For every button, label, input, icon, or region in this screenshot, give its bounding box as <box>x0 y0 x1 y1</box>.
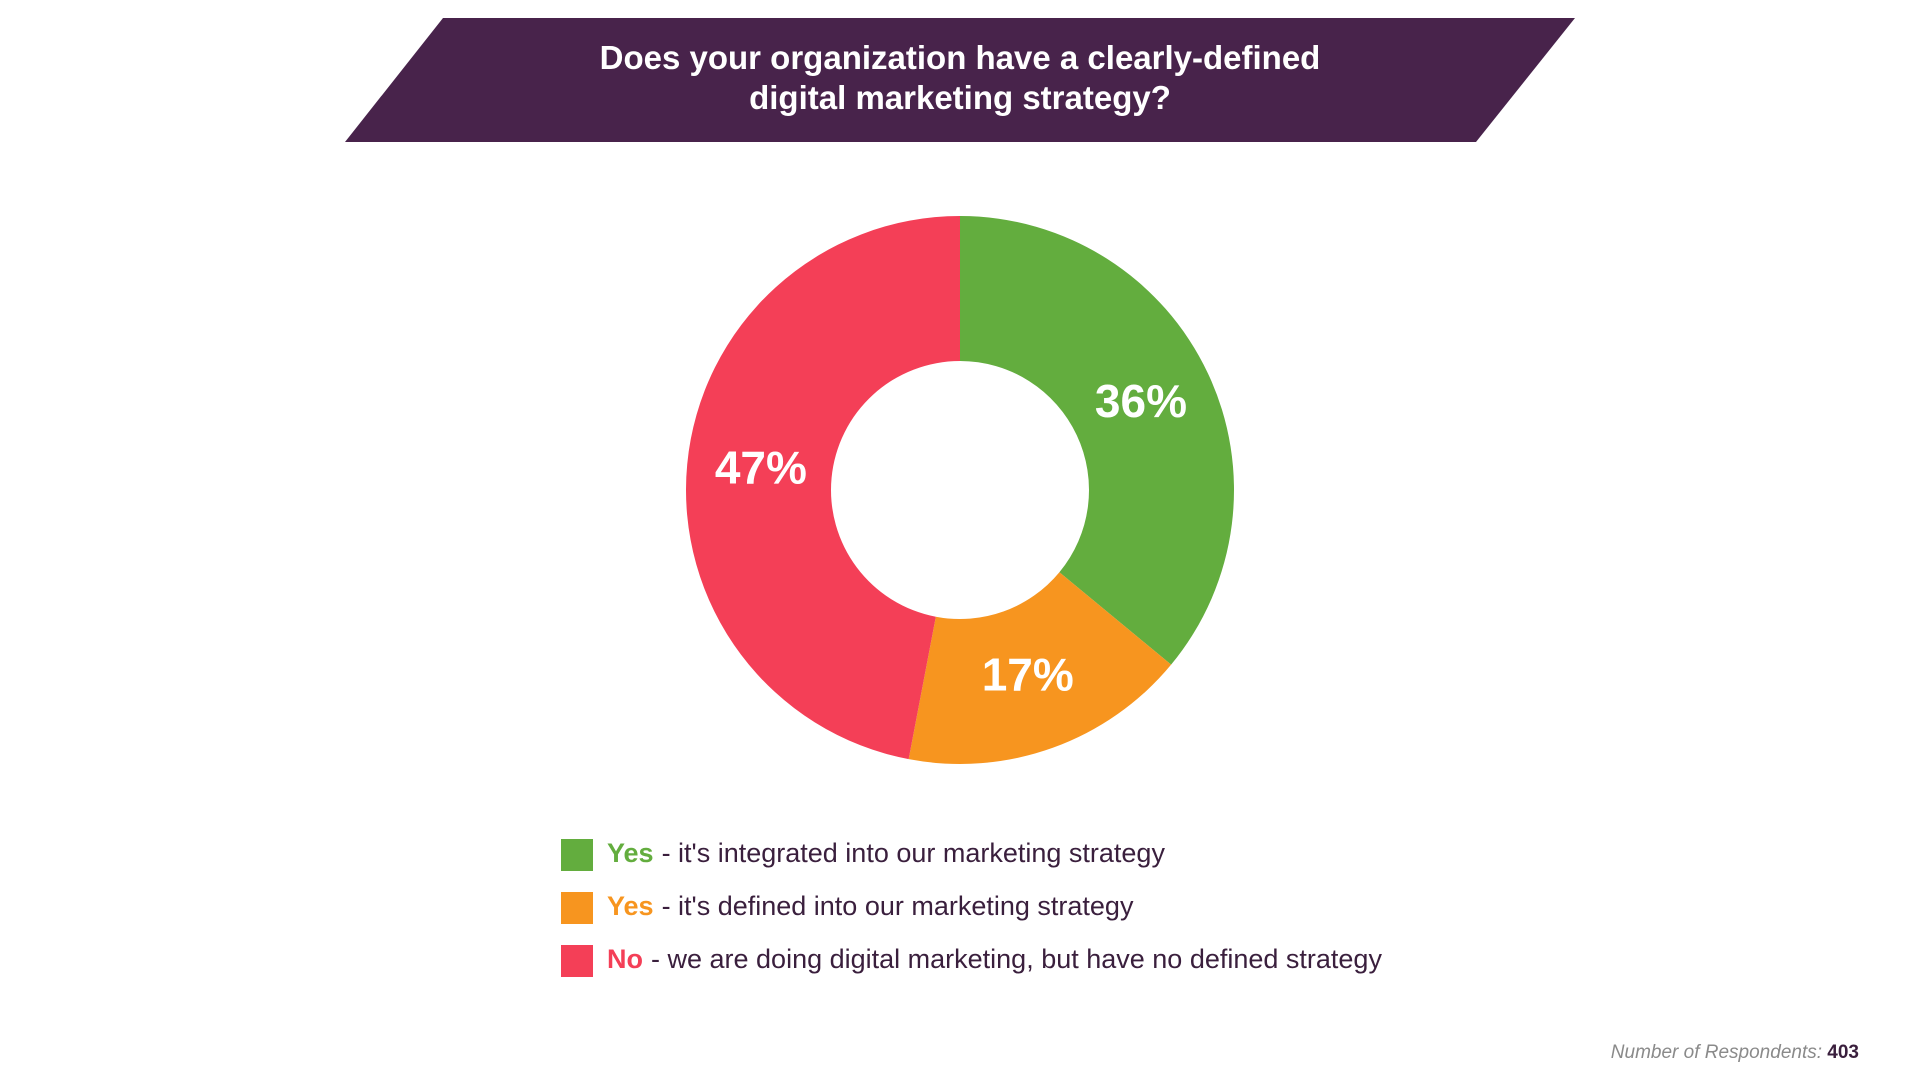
respondents: Number of Respondents: 403 <box>1611 1042 1859 1063</box>
legend-swatch <box>561 892 593 924</box>
respondents-value: 403 <box>1827 1042 1859 1063</box>
chart-title: Does your organization have a clearly-de… <box>599 39 1321 116</box>
legend-label: Yes <box>607 891 654 921</box>
title-banner <box>345 18 1575 142</box>
donut-slice <box>686 216 960 760</box>
value-label: 17% <box>982 648 1074 700</box>
legend-label: Yes <box>607 838 654 868</box>
value-label: 36% <box>1095 375 1187 427</box>
legend-description: - it's defined into our marketing strate… <box>662 891 1134 921</box>
legend-entry: Yes - it's defined into our marketing str… <box>607 891 1134 921</box>
legend-entry: No - we are doing digital marketing, but … <box>607 944 1382 974</box>
legend-description: - we are doing digital marketing, but ha… <box>651 944 1382 974</box>
donut-slice <box>908 572 1172 765</box>
legend-label: No <box>607 944 643 974</box>
respondents-label: Number of Respondents: <box>1611 1042 1822 1063</box>
value-label: 47% <box>715 441 807 493</box>
legend-swatch <box>561 839 593 871</box>
legend-description: - it's integrated into our marketing str… <box>662 838 1166 868</box>
legend-entry: Yes - it's integrated into our marketing … <box>607 838 1165 868</box>
donut-slice <box>960 216 1234 665</box>
legend-swatch <box>561 945 593 977</box>
